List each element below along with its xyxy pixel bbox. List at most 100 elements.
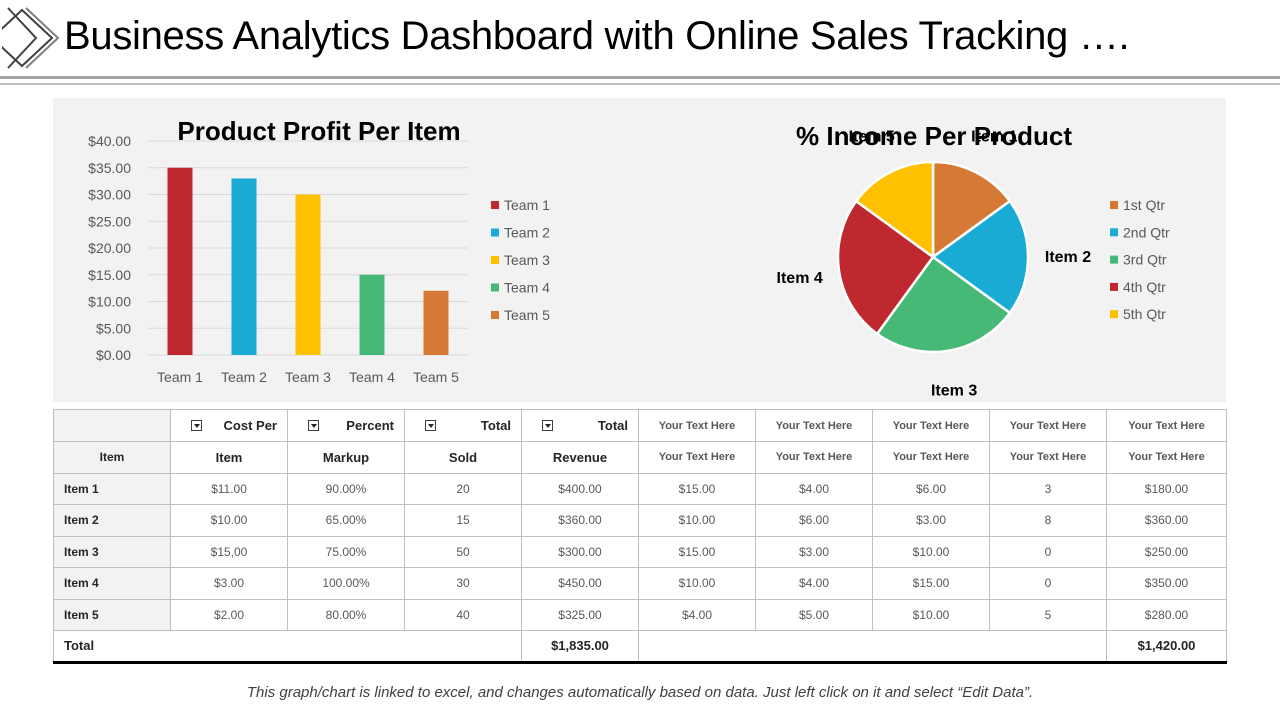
bar-1[interactable] xyxy=(167,167,193,355)
table-cell-text: $11.00 xyxy=(211,481,247,496)
pie-slice-3[interactable] xyxy=(875,255,1012,354)
table-cell: $3.00 xyxy=(170,567,288,600)
table-header-cell-text: Markup xyxy=(322,449,370,465)
table-cell: 5 xyxy=(989,598,1107,631)
total-last-cell: $1,420.00 xyxy=(1106,630,1227,664)
table-header-cell: Your Text Here xyxy=(872,441,990,474)
filter-dropdown-icon[interactable] xyxy=(542,420,553,431)
filter-dropdown-icon[interactable] xyxy=(425,420,436,431)
table-row: Item 1 $11.00 90.00% 20 $400.00 $15.00 $4.00 $6… xyxy=(53,472,1227,505)
table-cell: $280.00 xyxy=(1106,598,1227,631)
table-cell: 90.00% xyxy=(287,472,405,505)
pie-legend-label: 1st Qtr xyxy=(1123,197,1165,213)
table-row: Item 5 $2.00 80.00% 40 $325.00 $4.00 $5.00 $10.… xyxy=(53,598,1227,631)
bar-y-tick-label: $40.00 xyxy=(88,133,131,149)
pie-slice-5[interactable] xyxy=(854,160,935,260)
table-cell-text: $15.00 xyxy=(912,576,950,591)
bar-chart[interactable]: Product Profit Per Item$0.00$5.00$10.00$… xyxy=(53,98,700,402)
table-cell: $11.00 xyxy=(170,472,288,505)
table-cell-text: 0 xyxy=(1044,544,1052,559)
bar-5[interactable] xyxy=(423,290,449,355)
table-cell: $4.00 xyxy=(755,567,873,600)
table-header-cell: Your Text Here xyxy=(638,441,756,474)
table-cell-text: $350.00 xyxy=(1144,576,1189,591)
table-header-cell: Your Text Here xyxy=(1106,441,1227,474)
bar-4[interactable] xyxy=(359,274,385,355)
table-header-cell: Your Text Here xyxy=(638,409,756,442)
table-cell-text: $15,00 xyxy=(210,544,248,559)
bar-y-tick-label: $10.00 xyxy=(88,294,131,310)
pie-slice-2[interactable] xyxy=(930,199,1030,315)
row-label-cell: Item 4 xyxy=(53,567,171,600)
table-cell-text: $2.00 xyxy=(213,607,245,622)
table-cell: $15.00 xyxy=(638,535,756,568)
table-header-cell[interactable]: Total xyxy=(404,409,522,442)
table-cell-text: $15.00 xyxy=(678,481,716,496)
footer-note: This graph/chart is linked to excel, and… xyxy=(246,684,1034,701)
table-cell-text: $4.00 xyxy=(681,607,713,622)
table-cell-text: $6.00 xyxy=(798,513,830,528)
pie-data-label: Item 2 xyxy=(1045,249,1091,266)
bar-legend-swatch xyxy=(491,201,499,209)
pie-data-label: Item 1 xyxy=(971,129,1017,146)
table-cell: $15.00 xyxy=(872,567,990,600)
table-row: Item 2 $10.00 65.00% 15 $360.00 $10.00 $6.00 $3… xyxy=(53,504,1227,537)
filter-dropdown-icon[interactable] xyxy=(308,420,319,431)
bar-legend-swatch xyxy=(491,283,499,292)
table-header-cell[interactable]: Percent xyxy=(287,409,405,442)
table-cell-text: $3.00 xyxy=(213,576,245,591)
bar-2[interactable] xyxy=(231,178,257,355)
table-cell: $300.00 xyxy=(521,535,639,568)
table-header-cell: Sold xyxy=(404,441,522,474)
table-cell-text: 8 xyxy=(1044,513,1052,528)
table-cell: 30 xyxy=(404,567,522,600)
bar-y-tick-label: $25.00 xyxy=(88,213,131,229)
table-corner-cell xyxy=(53,409,171,442)
table-header-cell[interactable]: Total xyxy=(521,409,639,442)
bar-y-tick-label: $30.00 xyxy=(88,187,131,203)
total-last-cell-text: $1,420.00 xyxy=(1137,638,1196,654)
table-header-row: Item Item Markup Sold Revenue Your Text Here Y… xyxy=(53,441,1227,474)
table-total-row: Total $1,835.00 $1,420.00 xyxy=(53,630,1227,664)
total-label-cell-text: Total xyxy=(64,638,95,654)
filter-dropdown-icon[interactable] xyxy=(191,420,202,431)
table-cell-text: $15.00 xyxy=(678,544,716,559)
table-cell-text: $6.00 xyxy=(915,481,947,496)
table-cell: $2.00 xyxy=(170,598,288,631)
bar-x-tick-label: Team 2 xyxy=(221,369,267,385)
table-cell: $3.00 xyxy=(872,504,990,537)
table-cell: $10.00 xyxy=(638,567,756,600)
bar-legend-swatch xyxy=(491,311,499,319)
bar-y-tick-label: $15.00 xyxy=(88,267,131,283)
row-label-cell-text: Item 4 xyxy=(64,576,99,591)
bar-3[interactable] xyxy=(295,194,321,356)
page-title: Business Analytics Dashboard with Online… xyxy=(64,14,1130,58)
table-cell: $10.00 xyxy=(872,598,990,631)
table-cell-text: $10.00 xyxy=(678,513,716,528)
title-divider-secondary xyxy=(0,83,1280,85)
table-cell: $10.00 xyxy=(170,504,288,537)
table-cell: $180.00 xyxy=(1106,472,1227,505)
pie-chart-title: % Income Per Product xyxy=(796,121,1072,151)
table-cell-text: $3.00 xyxy=(798,544,830,559)
table-header-cell[interactable]: Cost Per xyxy=(170,409,288,442)
bar-y-tick-label: $20.00 xyxy=(88,240,131,256)
table-cell: $360.00 xyxy=(1106,504,1227,537)
total-revenue-cell-text: $1,835.00 xyxy=(551,638,609,654)
pie-slice-4[interactable] xyxy=(836,199,935,336)
table-header-cell-text: Revenue xyxy=(552,449,608,465)
table-header-cell-text: Your Text Here xyxy=(775,419,853,432)
table-cell: $360.00 xyxy=(521,504,639,537)
row-label-cell: Item 5 xyxy=(53,598,171,631)
table-cell: 75.00% xyxy=(287,535,405,568)
logo-diamond-icon xyxy=(2,7,60,69)
table-header-cell-text: Your Text Here xyxy=(1009,419,1087,432)
table-cell: $6.00 xyxy=(872,472,990,505)
table-header-cell: Your Text Here xyxy=(989,441,1107,474)
table-cell-text: $325.00 xyxy=(558,607,602,622)
pie-legend-label: 2nd Qtr xyxy=(1123,224,1170,240)
pie-data-label: Item 3 xyxy=(931,382,977,399)
pie-legend-swatch xyxy=(1110,201,1118,209)
pie-slice-1[interactable] xyxy=(931,160,1012,260)
